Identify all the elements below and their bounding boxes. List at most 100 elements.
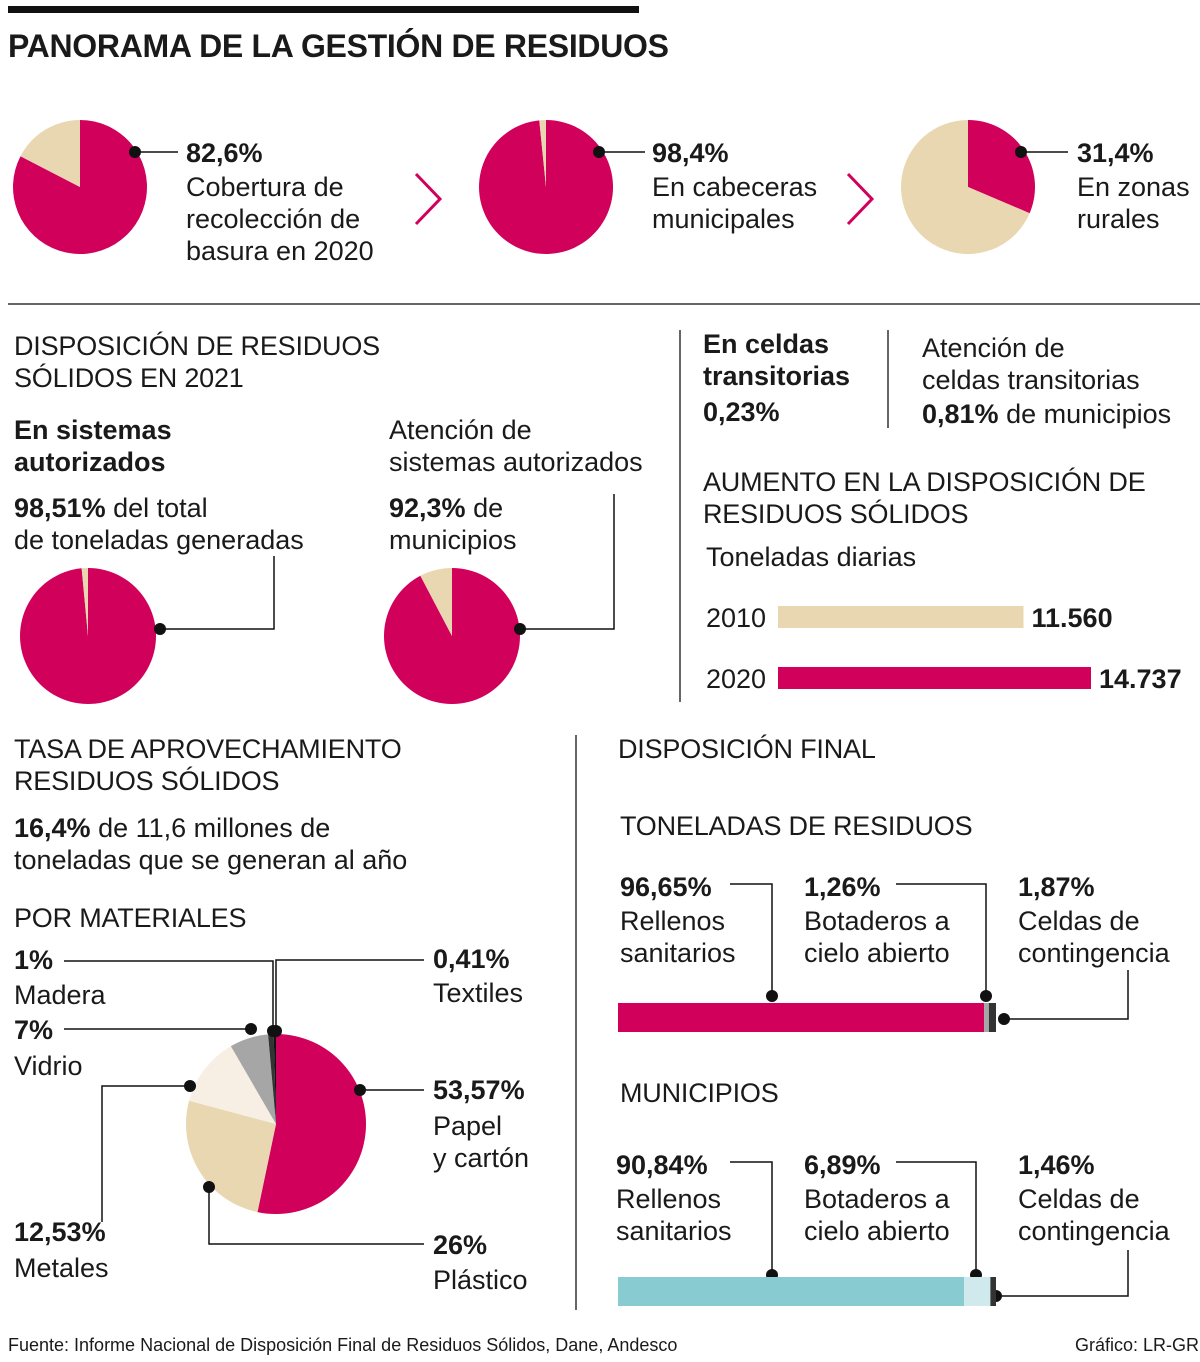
- atencion-text: 92,3% de: [389, 492, 503, 524]
- pie-chart-sistemas-autorizados: [20, 568, 157, 704]
- pie-slice-plástico: [186, 1100, 276, 1213]
- por-materiales-heading: POR MATERIALES: [14, 903, 247, 933]
- pie-slice-covered: [12, 120, 147, 254]
- bar-year-label: 2020: [706, 664, 766, 694]
- tasa-heading: RESIDUOS SÓLIDOS: [14, 766, 280, 796]
- material-label: Textiles: [433, 978, 524, 1008]
- stacked-segment-1: [618, 1003, 985, 1032]
- coverage-label: recolección de: [186, 204, 361, 234]
- bar-year-label: 2010: [706, 603, 766, 633]
- top-rule: [8, 6, 639, 13]
- autorizados-rest2: de toneladas generadas: [14, 525, 304, 555]
- bar-2010: [778, 606, 1024, 628]
- material-value: 0,41%: [433, 944, 510, 974]
- pie-slice-papel-y-cartón: [257, 1034, 367, 1214]
- celdas-label: transitorias: [703, 361, 851, 391]
- toneladas-label: sanitarios: [620, 938, 736, 968]
- atencion-celdas-value: 0,81%: [922, 399, 999, 429]
- material-label: Metales: [14, 1253, 109, 1283]
- material-label: Vidrio: [14, 1051, 83, 1081]
- tasa-heading: TASA DE APROVECHAMIENTO: [14, 734, 402, 764]
- material-value: 26%: [433, 1230, 488, 1260]
- atencion-celdas-rest: de municipios: [1006, 399, 1172, 429]
- coverage-label: municipales: [652, 204, 795, 234]
- stacked-segment-1: [618, 1277, 965, 1306]
- municipios-value: 1,46%: [1018, 1150, 1095, 1180]
- autorizados-text: 98,51% del total: [14, 492, 208, 524]
- material-value: 7%: [14, 1015, 54, 1045]
- stacked-segment-2: [964, 1277, 991, 1306]
- toneladas-label: cielo abierto: [804, 938, 950, 968]
- municipios-label: Botaderos a: [804, 1184, 950, 1214]
- material-label: Papel: [433, 1111, 503, 1141]
- section-heading: SÓLIDOS EN 2021: [14, 363, 244, 393]
- stacked-segment-3: [990, 1277, 996, 1306]
- section-heading: DISPOSICIÓN DE RESIDUOS: [14, 331, 380, 361]
- toneladas-label: Celdas de: [1018, 906, 1140, 936]
- pie-slice-covered: [968, 120, 1036, 214]
- bar-value-label: 14.737: [1099, 664, 1182, 694]
- coverage-value: 82,6%: [186, 138, 263, 168]
- atencion-value: 92,3%: [389, 493, 466, 523]
- pie-chart-cabeceras: [479, 120, 614, 254]
- material-label: y cartón: [433, 1143, 530, 1173]
- municipios-label: contingencia: [1018, 1216, 1170, 1246]
- bar-2020: [778, 667, 1091, 689]
- atencion-celdas-label: Atención de: [922, 333, 1065, 363]
- pie-chart-rurales: [901, 120, 1036, 254]
- toneladas-value: 96,65%: [620, 872, 712, 902]
- bar-value-label: 11.560: [1032, 603, 1113, 633]
- footer-credit: Gráfico: LR-GR: [1075, 1335, 1200, 1355]
- coverage-label: Cobertura de: [186, 172, 344, 202]
- stacked-segment-2: [984, 1003, 989, 1032]
- toneladas-heading: TONELADAS DE RESIDUOS: [620, 811, 973, 841]
- coverage-label: basura en 2020: [186, 236, 374, 266]
- autorizados-rest: del total: [113, 493, 208, 523]
- atencion-celdas-text: 0,81% de municipios: [922, 398, 1171, 430]
- coverage-value: 98,4%: [652, 138, 729, 168]
- tasa-rest: de 11,6 millones de: [98, 813, 331, 843]
- celdas-value: 0,23%: [703, 397, 780, 427]
- final-heading: DISPOSICIÓN FINAL: [618, 734, 876, 764]
- material-label: Madera: [14, 980, 106, 1010]
- atencion-label: sistemas autorizados: [389, 447, 643, 477]
- footer-source: Fuente: Informe Nacional de Disposición …: [8, 1335, 678, 1355]
- pie-slice-vidrio: [230, 1034, 276, 1124]
- toneladas-value: 1,87%: [1018, 872, 1095, 902]
- pie-chart-materiales: [186, 1034, 367, 1214]
- toneladas-value: 1,26%: [804, 872, 881, 902]
- autorizados-label: autorizados: [14, 447, 166, 477]
- toneladas-label: Botaderos a: [804, 906, 950, 936]
- stacked-bar-municipios: [618, 1277, 996, 1306]
- municipios-label: Rellenos: [616, 1184, 722, 1214]
- coverage-value: 31,4%: [1077, 138, 1154, 168]
- atencion-celdas-label: celdas transitorias: [922, 365, 1140, 395]
- tasa-value: 16,4%: [14, 813, 91, 843]
- page-title: PANORAMA DE LA GESTIÓN DE RESIDUOS: [8, 28, 669, 64]
- pie-slice-madera: [268, 1034, 276, 1124]
- material-value: 53,57%: [433, 1075, 525, 1105]
- chevron-right-icon: [846, 172, 875, 226]
- pie-slice-covered: [479, 120, 614, 254]
- autorizados-label: En sistemas: [14, 415, 172, 445]
- pie-slice-textiles: [273, 1034, 276, 1124]
- pie-slice-uncovered: [901, 120, 1030, 254]
- pie-chart-coverage-2020: [12, 120, 147, 254]
- municipios-label: cielo abierto: [804, 1216, 950, 1246]
- leader-lines: [64, 151, 1129, 1297]
- autorizados-value: 98,51%: [14, 493, 106, 523]
- pie-chart-atencion-sistemas: [383, 568, 520, 704]
- pie-slice-autorizados: [20, 568, 157, 704]
- municipios-value: 6,89%: [804, 1150, 881, 1180]
- celdas-label: En celdas: [703, 329, 830, 359]
- tasa-rest2: toneladas que se generan al año: [14, 845, 408, 875]
- atencion-label: Atención de: [389, 415, 532, 445]
- aumento-heading: AUMENTO EN LA DISPOSICIÓN DE: [703, 467, 1146, 497]
- pie-slice-uncovered: [539, 120, 546, 187]
- coverage-label: rurales: [1077, 204, 1160, 234]
- tasa-text: 16,4% de 11,6 millones de: [14, 812, 330, 844]
- pie-slice-uncovered: [20, 120, 81, 187]
- bar-chart-aumento: 2010 11.560 2020 14.737: [706, 603, 1182, 694]
